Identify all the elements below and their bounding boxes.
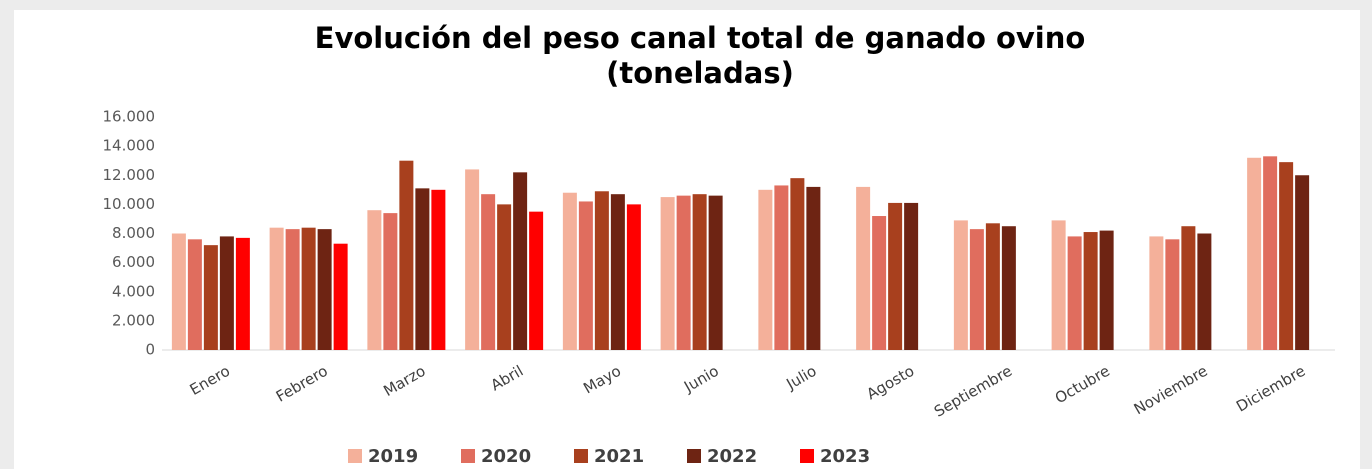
bar xyxy=(692,194,707,350)
bar xyxy=(187,239,202,350)
bar xyxy=(969,229,984,350)
bar xyxy=(465,169,480,350)
bar xyxy=(269,227,284,350)
y-tick-label: 2.000 xyxy=(112,311,155,329)
bar xyxy=(301,227,316,350)
bar xyxy=(383,213,398,350)
bar xyxy=(888,202,903,350)
bar xyxy=(235,237,250,350)
bar xyxy=(1295,175,1310,350)
y-tick-label: 16.000 xyxy=(103,108,156,126)
y-tick-label: 4.000 xyxy=(112,282,155,300)
legend-label: 2020 xyxy=(481,446,531,467)
legend-swatch xyxy=(348,449,362,463)
legend-label: 2023 xyxy=(820,446,870,467)
bar xyxy=(219,236,234,350)
bar xyxy=(872,216,887,350)
bar xyxy=(333,243,348,350)
bar xyxy=(1001,226,1016,350)
bar xyxy=(562,192,577,350)
legend-swatch xyxy=(461,449,475,463)
y-tick-label: 14.000 xyxy=(103,137,156,155)
bar xyxy=(1149,236,1164,350)
y-tick-label: 6.000 xyxy=(112,253,155,271)
bar xyxy=(578,201,593,350)
legend-swatch xyxy=(574,449,588,463)
bar xyxy=(415,188,430,350)
legend-label: 2019 xyxy=(368,446,418,467)
bar xyxy=(431,189,446,350)
bar xyxy=(481,194,496,350)
legend-label: 2021 xyxy=(594,446,644,467)
bar xyxy=(774,185,789,350)
legend-label: 2022 xyxy=(707,446,757,467)
y-tick-label: 12.000 xyxy=(103,166,156,184)
bar xyxy=(790,178,805,350)
bar xyxy=(317,229,332,350)
bar xyxy=(660,197,675,350)
bar xyxy=(610,194,625,350)
bar xyxy=(203,245,218,350)
bar xyxy=(758,189,773,350)
y-tick-label: 8.000 xyxy=(112,224,155,242)
bar xyxy=(806,186,821,350)
bar xyxy=(1099,230,1114,350)
bar xyxy=(171,233,186,350)
bar xyxy=(1181,226,1196,350)
bar xyxy=(1083,232,1098,350)
bar xyxy=(708,195,723,350)
bar xyxy=(497,204,512,350)
bar xyxy=(1165,239,1180,350)
legend-swatch xyxy=(687,449,701,463)
bar xyxy=(1263,156,1278,350)
chart-title: Evolución del peso canal total de ganado… xyxy=(315,21,1086,55)
bar xyxy=(399,160,414,350)
bar xyxy=(285,229,300,350)
bar xyxy=(1247,157,1262,350)
bar xyxy=(1051,220,1066,350)
bar xyxy=(513,172,528,350)
chart-subtitle: (toneladas) xyxy=(606,56,794,90)
y-tick-label: 10.000 xyxy=(103,195,156,213)
bar xyxy=(626,204,641,350)
bar xyxy=(1279,162,1294,350)
bar xyxy=(1197,233,1212,350)
bar xyxy=(1067,236,1082,350)
y-tick-label: 0 xyxy=(145,341,155,359)
bar xyxy=(529,211,544,350)
bar xyxy=(953,220,968,350)
legend-swatch xyxy=(800,449,814,463)
bar xyxy=(856,186,871,350)
bar xyxy=(594,191,609,350)
bar xyxy=(676,195,691,350)
bar xyxy=(904,202,919,350)
bar xyxy=(367,210,382,350)
bar xyxy=(985,223,1000,350)
